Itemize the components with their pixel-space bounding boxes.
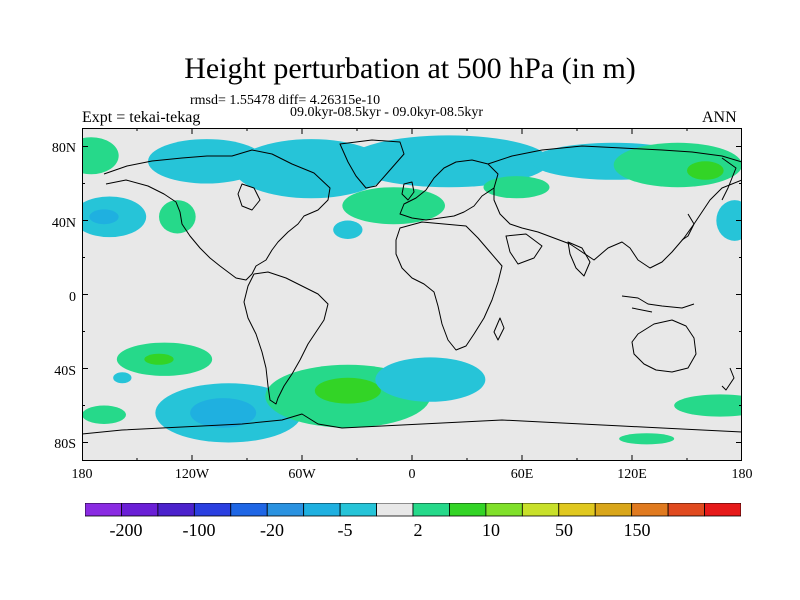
colorbar-swatch-11 bbox=[485, 503, 523, 517]
rmsd-text: rmsd= 1.55478 diff= 4.26315e-10 bbox=[190, 93, 381, 108]
positive-anomaly-19 bbox=[82, 405, 126, 424]
positive-anomaly-12 bbox=[483, 176, 550, 199]
lat-label-80s: 80S bbox=[54, 437, 76, 452]
negative-anomaly-18 bbox=[190, 398, 257, 428]
positive-anomaly-5 bbox=[613, 142, 742, 188]
colorbar-swatch-9 bbox=[412, 503, 450, 517]
colorbar-swatch-2 bbox=[157, 503, 195, 517]
colorbar-swatch-10 bbox=[449, 503, 487, 517]
south-america-coast bbox=[243, 271, 329, 405]
greenland-coast bbox=[339, 139, 405, 189]
antarctica-coast bbox=[82, 413, 742, 435]
colorbar-swatch-1 bbox=[121, 503, 159, 517]
lat-label-40n: 40N bbox=[51, 216, 76, 231]
plot-title: Height perturbation at 500 hPa (in m) bbox=[184, 52, 636, 85]
africa-coast bbox=[395, 221, 503, 351]
lon-label-60e: 60E bbox=[510, 467, 534, 482]
positive-anomaly-24 bbox=[619, 433, 675, 445]
coastlines bbox=[82, 139, 742, 435]
india-coast bbox=[567, 241, 591, 277]
negative-anomaly-8 bbox=[89, 209, 119, 225]
north-america-coast bbox=[103, 149, 331, 281]
lat-label-40s: 40S bbox=[54, 364, 76, 379]
lon-label-120e: 120E bbox=[617, 467, 647, 482]
colorbar-swatch-16 bbox=[667, 503, 705, 517]
colorbar-label-neg100: -100 bbox=[182, 520, 216, 540]
colorbar-swatch-4 bbox=[230, 503, 268, 517]
lon-label-0: 0 bbox=[408, 467, 416, 482]
colorbar-label-2: 2 bbox=[413, 520, 423, 540]
colorbar-label-150: 150 bbox=[623, 520, 651, 540]
japan-coast bbox=[681, 213, 695, 241]
positive-anomaly-6 bbox=[687, 161, 724, 180]
uk-coast bbox=[401, 181, 415, 201]
colorbar-swatch-13 bbox=[558, 503, 596, 517]
map-plot bbox=[82, 128, 742, 461]
lon-label-180w: 180 bbox=[71, 467, 93, 482]
positive-anomaly-21 bbox=[314, 377, 381, 404]
hudson-bay bbox=[237, 183, 261, 211]
negative-anomaly-16 bbox=[113, 372, 132, 384]
arabia-coast bbox=[505, 233, 543, 265]
colorbar-label-neg20: -20 bbox=[260, 520, 284, 540]
colorbar-swatch-3 bbox=[193, 503, 232, 517]
australia-coast bbox=[631, 319, 697, 373]
positive-anomaly-23 bbox=[674, 394, 742, 417]
positive-anomaly-15 bbox=[144, 353, 174, 365]
lon-label-180e: 180 bbox=[731, 467, 753, 482]
lon-label-60w: 60W bbox=[288, 467, 316, 482]
colorbar-swatch-8 bbox=[376, 503, 414, 517]
colorbar-swatch-6 bbox=[303, 503, 341, 517]
colorbar-swatch-14 bbox=[594, 503, 633, 517]
experiment-label: Expt = tekai-tekag bbox=[82, 109, 201, 126]
positive-anomaly-9 bbox=[159, 200, 196, 234]
colorbar-swatch-12 bbox=[521, 503, 560, 517]
madagascar-coast bbox=[493, 317, 505, 341]
indonesia-coast bbox=[621, 295, 695, 313]
negative-anomaly-22 bbox=[375, 357, 486, 402]
positive-anomaly-10 bbox=[342, 187, 445, 225]
colorbar-swatch-15 bbox=[631, 503, 669, 517]
lon-label-120w: 120W bbox=[174, 467, 210, 482]
colorbar bbox=[85, 503, 741, 517]
season-label: ANN bbox=[702, 109, 737, 126]
positive-anomaly-4 bbox=[82, 137, 119, 175]
colorbar-swatch-17 bbox=[704, 503, 741, 517]
lat-label-0: 0 bbox=[69, 290, 76, 305]
colorbar-swatch-0 bbox=[85, 503, 122, 517]
new-zealand-coast bbox=[721, 367, 735, 391]
colorbar-swatch-7 bbox=[339, 503, 377, 517]
colorbar-label-neg200: -200 bbox=[109, 520, 143, 540]
colorbar-label-neg5: -5 bbox=[337, 520, 353, 540]
kamchatka-coast bbox=[721, 157, 737, 201]
negative-anomaly-13 bbox=[716, 200, 742, 241]
axis-ticks bbox=[82, 128, 742, 461]
colorbar-label-50: 50 bbox=[555, 520, 573, 540]
negative-anomaly-2 bbox=[347, 135, 550, 188]
negative-anomaly-11 bbox=[333, 220, 363, 239]
asia-coast bbox=[487, 145, 742, 269]
colorbar-swatch-5 bbox=[266, 503, 305, 517]
europe-coast bbox=[399, 159, 499, 221]
period-label: 09.0kyr-08.5kyr - 09.0kyr-08.5kyr bbox=[290, 105, 484, 120]
lat-label-80n: 80N bbox=[51, 141, 76, 156]
colorbar-label-10: 10 bbox=[482, 520, 500, 540]
